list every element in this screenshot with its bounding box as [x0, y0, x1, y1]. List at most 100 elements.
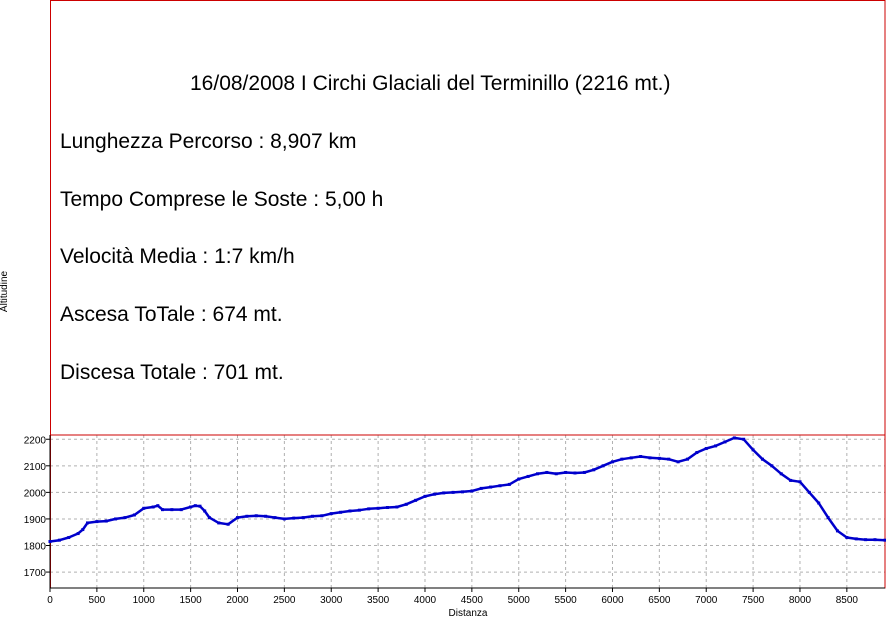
altitude-point [198, 504, 202, 508]
altitude-point [835, 529, 839, 533]
altitude-point [264, 514, 268, 518]
x-tick-label: 4000 [414, 595, 437, 606]
altitude-point [517, 477, 521, 481]
altitude-point [667, 457, 671, 461]
altitude-point [310, 514, 314, 518]
y-tick-label: 2200 [24, 435, 47, 446]
altitude-point [648, 456, 652, 460]
x-tick-label: 4500 [461, 595, 484, 606]
altitude-point [114, 517, 118, 521]
altitude-point [273, 516, 277, 520]
altitude-point [460, 490, 464, 494]
altitude-point [301, 516, 305, 520]
altitude-point [48, 540, 52, 544]
altitude-point [592, 468, 596, 472]
altitude-point [203, 509, 207, 513]
x-tick-label: 6500 [648, 595, 671, 606]
x-tick-label: 5000 [508, 595, 531, 606]
x-tick-label: 7500 [742, 595, 765, 606]
altitude-point [451, 490, 455, 494]
altitude-point [414, 498, 418, 502]
altitude-point [85, 521, 89, 525]
altitude-point [282, 517, 286, 521]
x-tick-label: 3500 [367, 595, 390, 606]
altitude-point [442, 491, 446, 495]
altitude-point [320, 514, 324, 518]
x-tick-label: 8000 [789, 595, 812, 606]
altitude-point [770, 464, 774, 468]
altitude-point [245, 514, 249, 518]
y-tick-label: 1800 [24, 542, 47, 553]
y-tick-label: 2000 [24, 488, 47, 499]
altitude-point [864, 538, 868, 542]
altitude-point [845, 536, 849, 540]
altitude-point [498, 484, 502, 488]
series-layer [48, 436, 886, 544]
x-tick-label: 2000 [226, 595, 249, 606]
altitude-point [67, 536, 71, 540]
altitude-point [742, 437, 746, 441]
x-axis-label: Distanza [449, 608, 488, 619]
altitude-point [207, 516, 211, 520]
altitude-point [676, 460, 680, 464]
altitude-point [357, 508, 361, 512]
altitude-point [189, 505, 193, 509]
altitude-point [873, 538, 877, 542]
altitude-point [179, 508, 183, 512]
y-tick-label: 1700 [24, 568, 47, 579]
altitude-point [554, 472, 558, 476]
altitude-point [170, 508, 174, 512]
altitude-point [685, 457, 689, 461]
altitude-point [132, 513, 136, 517]
altitude-point [156, 504, 160, 508]
altitude-point [57, 538, 61, 542]
altitude-point [883, 538, 886, 542]
x-tick-label: 1000 [133, 595, 156, 606]
altitude-point [695, 451, 699, 455]
altitude-point [254, 514, 258, 518]
altitude-point [151, 505, 155, 509]
altitude-point [329, 512, 333, 516]
altitude-point [193, 504, 197, 508]
altitude-point [854, 537, 858, 541]
altitude-point [582, 470, 586, 474]
altitude-point [545, 470, 549, 474]
x-tick-label: 1500 [179, 595, 202, 606]
altitude-point [714, 444, 718, 448]
chart-axes: 0 500 1000 1500 2000 2500 3000 3500 4000 4500 5000… [24, 435, 885, 606]
altitude-point [657, 456, 661, 460]
y-tick-label: 1900 [24, 515, 47, 526]
altitude-point [629, 456, 633, 460]
altitude-point [226, 522, 230, 526]
altitude-point [339, 510, 343, 514]
altitude-point [817, 501, 821, 505]
altitude-point [432, 492, 436, 496]
x-tick-label: 0 [47, 595, 53, 606]
altitude-point [760, 457, 764, 461]
altitude-point [76, 532, 80, 536]
x-tick-label: 500 [89, 595, 106, 606]
y-tick-label: 2100 [24, 462, 47, 473]
altitude-point [104, 519, 108, 523]
altitude-point [639, 455, 643, 459]
altitude-point [751, 448, 755, 452]
altitude-point [535, 472, 539, 476]
altitude-point [385, 506, 389, 510]
altitude-point [376, 506, 380, 510]
altitude-point [807, 490, 811, 494]
altitude-point [470, 489, 474, 493]
altitude-point [732, 436, 736, 440]
altitude-point [423, 494, 427, 498]
altitude-point [489, 485, 493, 489]
altitude-point [81, 528, 85, 532]
altitude-point [217, 521, 221, 525]
altitude-point [404, 502, 408, 506]
altitude-point [826, 516, 830, 520]
altitude-point [704, 447, 708, 451]
x-tick-label: 8500 [836, 595, 859, 606]
altitude-point [142, 506, 146, 510]
altitude-point [507, 482, 511, 486]
x-tick-label: 3000 [320, 595, 343, 606]
x-tick-label: 5500 [554, 595, 577, 606]
